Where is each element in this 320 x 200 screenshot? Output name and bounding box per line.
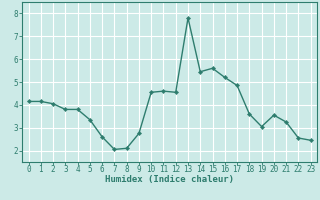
X-axis label: Humidex (Indice chaleur): Humidex (Indice chaleur) bbox=[105, 175, 234, 184]
